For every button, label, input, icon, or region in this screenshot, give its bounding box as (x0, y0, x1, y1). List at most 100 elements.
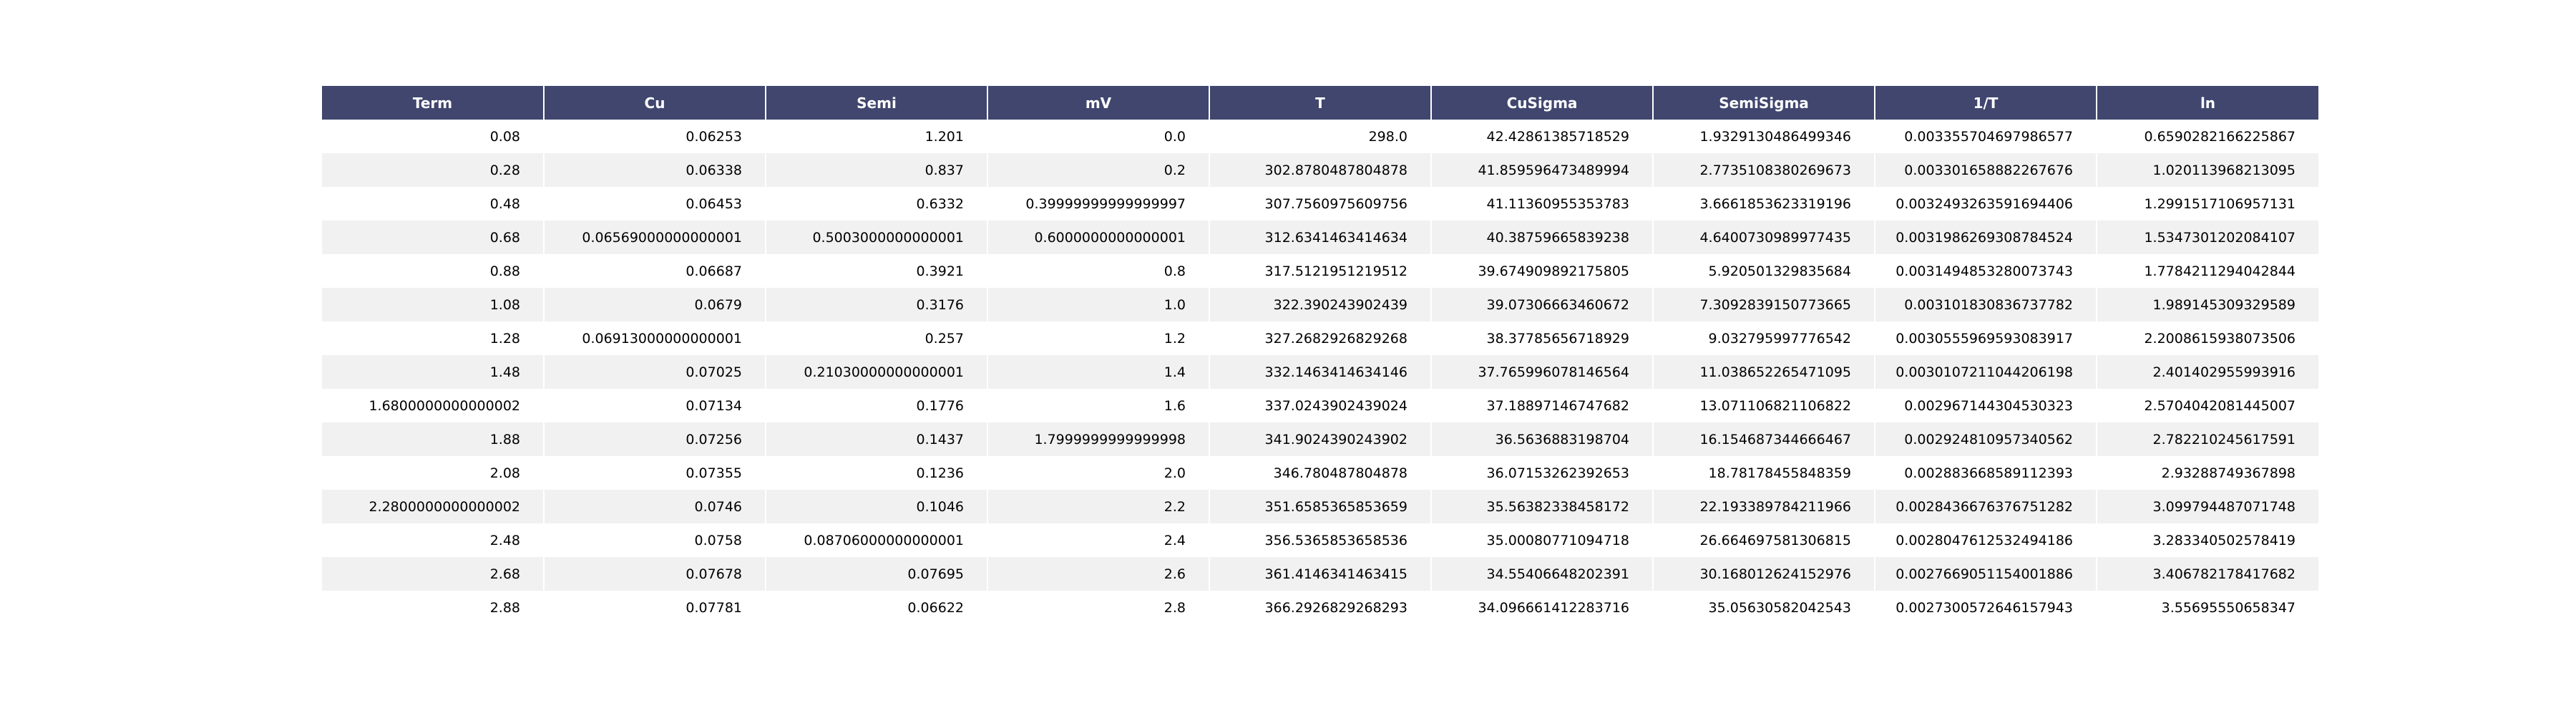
table-cell: 0.08706000000000001 (766, 523, 988, 557)
table-cell: 332.1463414634146 (1209, 355, 1432, 389)
table-cell: 1.0 (987, 288, 1210, 321)
table-cell: 34.55406648202391 (1431, 557, 1654, 591)
table-cell: 41.859596473489994 (1431, 153, 1654, 187)
table-cell: 0.0031986269308784524 (1875, 221, 2097, 254)
table-cell: 18.78178455848359 (1653, 456, 1875, 490)
table-cell: 2.4 (987, 523, 1210, 557)
table-cell: 2.93288749367898 (2097, 456, 2318, 490)
table-cell: 36.5636883198704 (1431, 422, 1654, 456)
column-header: T (1209, 86, 1432, 120)
table-cell: 0.1776 (766, 389, 988, 422)
table-cell: 0.0028436676376751282 (1875, 490, 2097, 523)
table-cell: 0.06622 (766, 591, 988, 624)
table-cell: 1.020113968213095 (2097, 153, 2318, 187)
table-cell: 2.2008615938073506 (2097, 321, 2318, 355)
table-cell: 37.765996078146564 (1431, 355, 1654, 389)
table-cell: 30.168012624152976 (1653, 557, 1875, 591)
table-cell: 34.096661412283716 (1431, 591, 1654, 624)
table-cell: 2.2800000000000002 (322, 490, 545, 523)
table-cell: 0.06687 (544, 254, 766, 288)
table-cell: 1.08 (322, 288, 545, 321)
table-cell: 2.782210245617591 (2097, 422, 2318, 456)
table-cell: 0.0746 (544, 490, 766, 523)
table-cell: 41.11360955353783 (1431, 187, 1654, 221)
table-cell: 302.8780487804878 (1209, 153, 1432, 187)
data-table-container: Term Cu Semi mV T CuSigma SemiSigma 1/T ln 0.08 0… (322, 86, 2318, 624)
table-cell: 356.5365853658536 (1209, 523, 1432, 557)
table-cell: 1.2 (987, 321, 1210, 355)
table-cell: 0.2 (987, 153, 1210, 187)
table-cell: 42.42861385718529 (1431, 120, 1654, 153)
table-cell: 0.1437 (766, 422, 988, 456)
table-cell: 0.0032493263591694406 (1875, 187, 2097, 221)
table-row: 0.48 0.06453 0.6332 0.39999999999999997 307.… (322, 187, 2318, 221)
table-row: 2.2800000000000002 0.0746 0.1046 2.2 351.658… (322, 490, 2318, 523)
table-cell: 0.0679 (544, 288, 766, 321)
table-cell: 37.18897146747682 (1431, 389, 1654, 422)
table-cell: 39.07306663460672 (1431, 288, 1654, 321)
table-cell: 0.003355704697986577 (1875, 120, 2097, 153)
table-cell: 346.780487804878 (1209, 456, 1432, 490)
table-cell: 0.003101830836737782 (1875, 288, 2097, 321)
table-cell: 1.4 (987, 355, 1210, 389)
table-cell: 0.002883668589112393 (1875, 456, 2097, 490)
table-cell: 3.283340502578419 (2097, 523, 2318, 557)
table-cell: 0.07355 (544, 456, 766, 490)
table-cell: 2.8 (987, 591, 1210, 624)
table-cell: 2.7735108380269673 (1653, 153, 1875, 187)
table-cell: 0.06453 (544, 187, 766, 221)
table-cell: 35.05630582042543 (1653, 591, 1875, 624)
table-cell: 7.3092839150773665 (1653, 288, 1875, 321)
table-cell: 298.0 (1209, 120, 1432, 153)
table-cell: 361.4146341463415 (1209, 557, 1432, 591)
data-table: Term Cu Semi mV T CuSigma SemiSigma 1/T ln 0.08 0… (322, 86, 2318, 624)
table-body: 0.08 0.06253 1.201 0.0 298.0 42.4286138571852… (322, 120, 2318, 624)
table-cell: 35.56382338458172 (1431, 490, 1654, 523)
table-row: 0.68 0.06569000000000001 0.500300000000000… (322, 221, 2318, 254)
table-cell: 1.7784211294042844 (2097, 254, 2318, 288)
table-cell: 1.7999999999999998 (987, 422, 1210, 456)
table-cell: 0.002967144304530323 (1875, 389, 2097, 422)
table-cell: 0.48 (322, 187, 545, 221)
table-row: 2.88 0.07781 0.06622 2.8 366.2926829268293 34… (322, 591, 2318, 624)
column-header: mV (987, 86, 1210, 120)
table-cell: 0.28 (322, 153, 545, 187)
table-cell: 13.071106821106822 (1653, 389, 1875, 422)
table-cell: 1.88 (322, 422, 545, 456)
table-cell: 2.6 (987, 557, 1210, 591)
table-cell: 2.68 (322, 557, 545, 591)
table-cell: 0.68 (322, 221, 545, 254)
table-cell: 0.39999999999999997 (987, 187, 1210, 221)
column-header: CuSigma (1431, 86, 1654, 120)
table-row: 1.08 0.0679 0.3176 1.0 322.390243902439 39.07… (322, 288, 2318, 321)
table-cell: 0.6000000000000001 (987, 221, 1210, 254)
table-cell: 0.08 (322, 120, 545, 153)
table-cell: 0.07134 (544, 389, 766, 422)
table-cell: 1.201 (766, 120, 988, 153)
table-cell: 0.88 (322, 254, 545, 288)
table-cell: 351.6585365853659 (1209, 490, 1432, 523)
table-row: 1.28 0.06913000000000001 0.257 1.2 327.26829… (322, 321, 2318, 355)
table-cell: 1.28 (322, 321, 545, 355)
table-cell: 1.6800000000000002 (322, 389, 545, 422)
table-cell: 1.6 (987, 389, 1210, 422)
table-cell: 2.48 (322, 523, 545, 557)
table-cell: 0.07695 (766, 557, 988, 591)
table-cell: 11.038652265471095 (1653, 355, 1875, 389)
table-cell: 312.6341463414634 (1209, 221, 1432, 254)
table-cell: 2.401402955993916 (2097, 355, 2318, 389)
table-cell: 0.07678 (544, 557, 766, 591)
table-cell: 0.0027300572646157943 (1875, 591, 2097, 624)
table-cell: 0.002924810957340562 (1875, 422, 2097, 456)
table-cell: 40.38759665839238 (1431, 221, 1654, 254)
table-cell: 0.003301658882267676 (1875, 153, 2097, 187)
table-row: 1.6800000000000002 0.07134 0.1776 1.6 337.02… (322, 389, 2318, 422)
table-cell: 322.390243902439 (1209, 288, 1432, 321)
table-cell: 0.07256 (544, 422, 766, 456)
table-cell: 0.0030555969593083917 (1875, 321, 2097, 355)
table-cell: 0.0758 (544, 523, 766, 557)
table-cell: 2.88 (322, 591, 545, 624)
table-row: 2.48 0.0758 0.08706000000000001 2.4 356.5365… (322, 523, 2318, 557)
table-cell: 0.06913000000000001 (544, 321, 766, 355)
table-cell: 0.3176 (766, 288, 988, 321)
